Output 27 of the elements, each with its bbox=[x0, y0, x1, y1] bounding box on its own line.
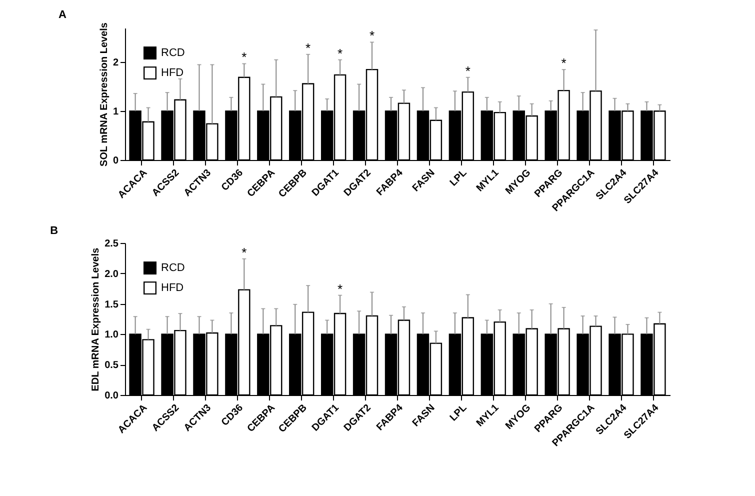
annotation: * bbox=[338, 46, 343, 61]
x-tick-label: LPL bbox=[448, 168, 470, 189]
y-axis-title: EDL mRNA Expression Levels bbox=[90, 247, 102, 392]
y-tick-label: 2.0 bbox=[104, 268, 119, 280]
annotation: * bbox=[561, 56, 566, 71]
annotation: * bbox=[242, 50, 247, 65]
y-tick-label: 1.5 bbox=[104, 299, 119, 310]
y-axis-title: SOL mRNA Expression Levels bbox=[98, 22, 110, 166]
y-tick-label: 0.5 bbox=[104, 360, 119, 372]
legend-label: RCD bbox=[161, 47, 185, 59]
annotation: * bbox=[465, 63, 470, 78]
annotation: * bbox=[369, 28, 375, 44]
y-tick-label: 1 bbox=[112, 106, 119, 118]
y-tick-label: 2.5 bbox=[104, 238, 119, 250]
y-tick-label: 1.0 bbox=[104, 330, 119, 341]
annotation: * bbox=[242, 244, 247, 260]
y-tick-label: 2 bbox=[112, 58, 119, 69]
y-tick-label: 0 bbox=[112, 156, 119, 166]
annotation: * bbox=[306, 40, 311, 56]
legend-label: RCD bbox=[161, 262, 185, 274]
legend-label: HFD bbox=[161, 67, 184, 79]
x-tick-label: LPL bbox=[448, 402, 470, 424]
y-tick-label: 0.0 bbox=[104, 390, 119, 402]
legend-label: HFD bbox=[161, 282, 184, 294]
chart-title: A bbox=[58, 8, 66, 21]
annotation: * bbox=[338, 281, 343, 296]
chart-title: B bbox=[50, 225, 58, 237]
